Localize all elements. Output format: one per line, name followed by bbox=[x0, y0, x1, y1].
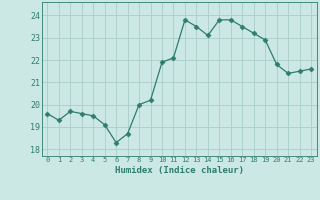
X-axis label: Humidex (Indice chaleur): Humidex (Indice chaleur) bbox=[115, 166, 244, 175]
